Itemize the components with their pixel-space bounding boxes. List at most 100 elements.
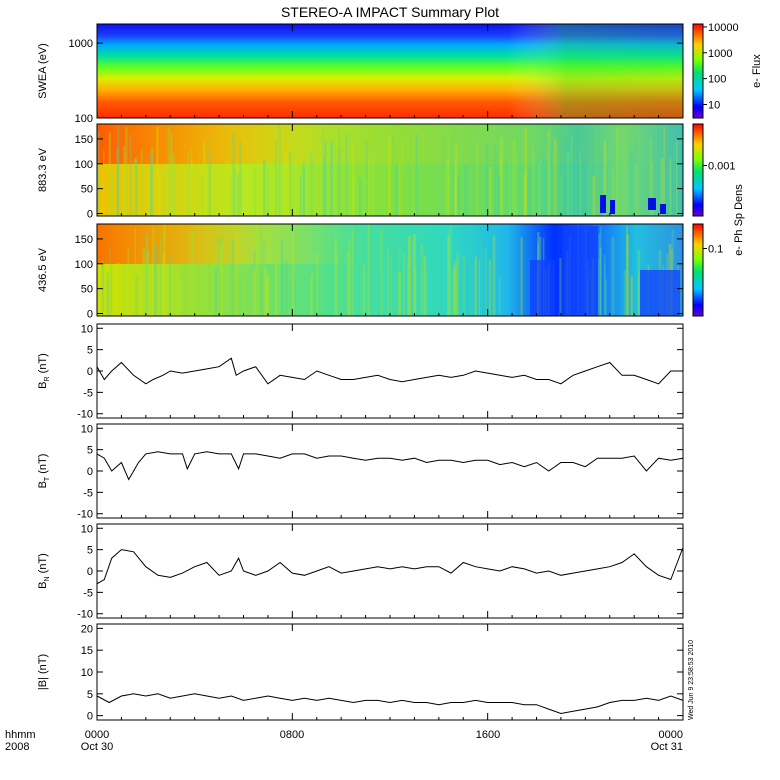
spectrogram-streak <box>214 268 218 316</box>
spectrogram-streak <box>167 126 170 216</box>
spectrogram-streak <box>220 237 223 316</box>
spectrogram-streak <box>500 159 503 216</box>
pad-883-ylabel: 883.3 eV <box>37 147 49 192</box>
spectrogram-streak <box>548 140 550 216</box>
y-tick-label: 20 <box>81 623 93 635</box>
spectrogram-streak <box>638 271 640 316</box>
spectrogram-streak <box>571 134 573 216</box>
spectrogram-streak <box>587 164 591 216</box>
spectrogram-streak <box>239 140 242 216</box>
spectrogram-streak <box>592 175 596 216</box>
pad-883-top-layer <box>97 124 683 164</box>
spectrogram-streak <box>123 264 126 316</box>
spectrogram-streak <box>611 237 615 316</box>
spectrogram-streak <box>266 273 269 316</box>
spectrogram-streak <box>226 159 229 216</box>
spectrogram-streak <box>474 259 477 316</box>
spectrogram-streak <box>515 152 518 216</box>
spectrogram-streak <box>464 165 468 216</box>
spectrogram-streak <box>275 263 277 316</box>
spectrogram-streak <box>263 266 267 316</box>
spectrogram-streak <box>480 238 482 316</box>
spectrogram-streak <box>259 226 263 316</box>
colorbar-tick-label: 10000 <box>708 22 739 34</box>
spectrogram-streak <box>612 169 614 216</box>
spectrogram-streak <box>547 129 551 216</box>
swea-colorbar-label: e- Flux <box>751 54 763 88</box>
y-tick-label: 0 <box>87 366 93 378</box>
spectrogram-streak <box>142 248 146 316</box>
spectrogram-streak <box>528 170 531 216</box>
colorbar-tick-label: 0.1 <box>708 243 723 255</box>
spectrogram-streak <box>469 224 472 316</box>
spectrogram-streak <box>408 236 411 316</box>
spectrogram-streak <box>201 175 204 216</box>
spectrogram-streak <box>448 229 451 316</box>
spectrogram-streak <box>310 272 313 316</box>
bmag-series-line <box>96 693 684 715</box>
spectrogram-streak <box>154 245 157 316</box>
spectrogram-streak <box>229 176 232 216</box>
spectrogram-streak <box>488 166 492 216</box>
spectrogram-streak <box>353 173 355 216</box>
spectrogram-streak <box>362 265 366 316</box>
spectrogram-streak <box>209 154 211 216</box>
spectrogram-streak <box>390 255 392 316</box>
spectrogram-streak <box>536 159 539 216</box>
spectrogram-streak <box>388 136 391 216</box>
spectrogram-streak <box>300 176 302 216</box>
y-tick-label: 10 <box>81 523 93 535</box>
spectrogram-streak <box>501 136 504 216</box>
spectrogram-streak <box>513 126 517 216</box>
spectrogram-streak <box>323 157 325 216</box>
y-tick-label: -5 <box>83 487 93 499</box>
spectrogram-streak <box>254 167 256 216</box>
panel-pad-436: 0 50 100 150 436.5 eV <box>37 223 684 321</box>
spectrogram-streak <box>629 163 631 216</box>
spectrogram-streak <box>236 173 240 216</box>
spectrogram-streak <box>579 150 582 216</box>
x-row1-label-1: 0000 <box>85 729 109 741</box>
spectrogram-streak <box>395 165 398 216</box>
spectrogram-streak <box>162 251 165 316</box>
y-tick-label: 0 <box>87 209 93 221</box>
spectrogram-streak <box>253 250 256 316</box>
pad-436-colorbar: 0.1 <box>692 223 723 317</box>
spectrogram-streak <box>457 250 460 316</box>
spectrogram-streak <box>443 170 446 216</box>
spectrogram-streak <box>447 237 449 316</box>
spectrogram-streak <box>412 126 414 216</box>
spectrogram-streak <box>275 262 278 316</box>
spectrogram-streak <box>623 269 627 316</box>
y-tick-label: 150 <box>75 234 93 246</box>
spectrogram-streak <box>202 141 206 216</box>
colorbar-tick-label: 100 <box>708 74 726 86</box>
spectrogram-streak <box>336 254 338 316</box>
bn-frame <box>96 523 684 619</box>
spectrogram-streak <box>628 144 631 216</box>
spectrogram-streak <box>178 274 181 316</box>
spectrogram-low-patch <box>640 270 680 316</box>
spectrogram-streak <box>233 168 236 216</box>
spectrogram-streak <box>293 139 296 216</box>
y-tick-label: 0 <box>87 309 93 321</box>
spectrogram-streak <box>316 276 318 316</box>
spectrogram-low-patch <box>660 204 666 214</box>
spectrogram-streak <box>420 244 424 316</box>
spectrogram-streak <box>320 224 323 316</box>
spectrogram-streak <box>332 170 335 216</box>
spectrogram-streak <box>401 142 403 216</box>
spectrogram-streak <box>451 274 454 316</box>
spectrogram-streak <box>470 264 474 316</box>
spectrogram-streak <box>453 270 457 316</box>
spectrogram-streak <box>454 261 458 316</box>
pad-883-colorbar-ticks: 0.001 <box>703 161 736 173</box>
spectrogram-streak <box>322 127 324 216</box>
spectrogram-streak <box>163 169 166 216</box>
x-row1-label-3: 1600 <box>476 729 500 741</box>
spectrogram-streak <box>191 149 193 216</box>
spectrogram-streak <box>147 168 151 216</box>
bmag-ylabel: |B| (nT) <box>37 654 49 690</box>
spectrogram-streak <box>232 132 235 216</box>
pad-436-stripes <box>101 224 680 316</box>
